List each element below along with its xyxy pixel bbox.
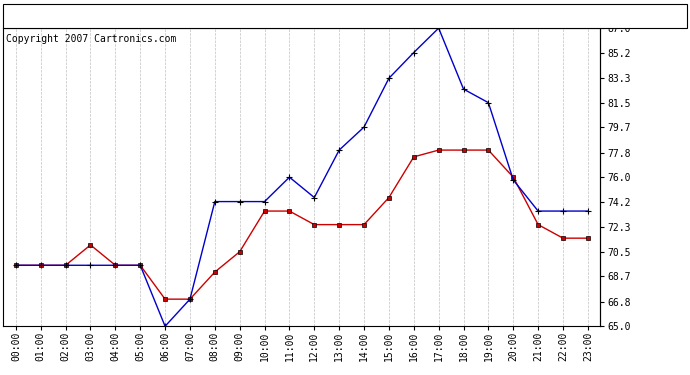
Text: Copyright 2007 Cartronics.com: Copyright 2007 Cartronics.com <box>6 34 177 44</box>
Text: Outdoor Temperature (vs) THSW Index per Hour (Last 24 Hours) 20070809: Outdoor Temperature (vs) THSW Index per … <box>50 13 640 27</box>
